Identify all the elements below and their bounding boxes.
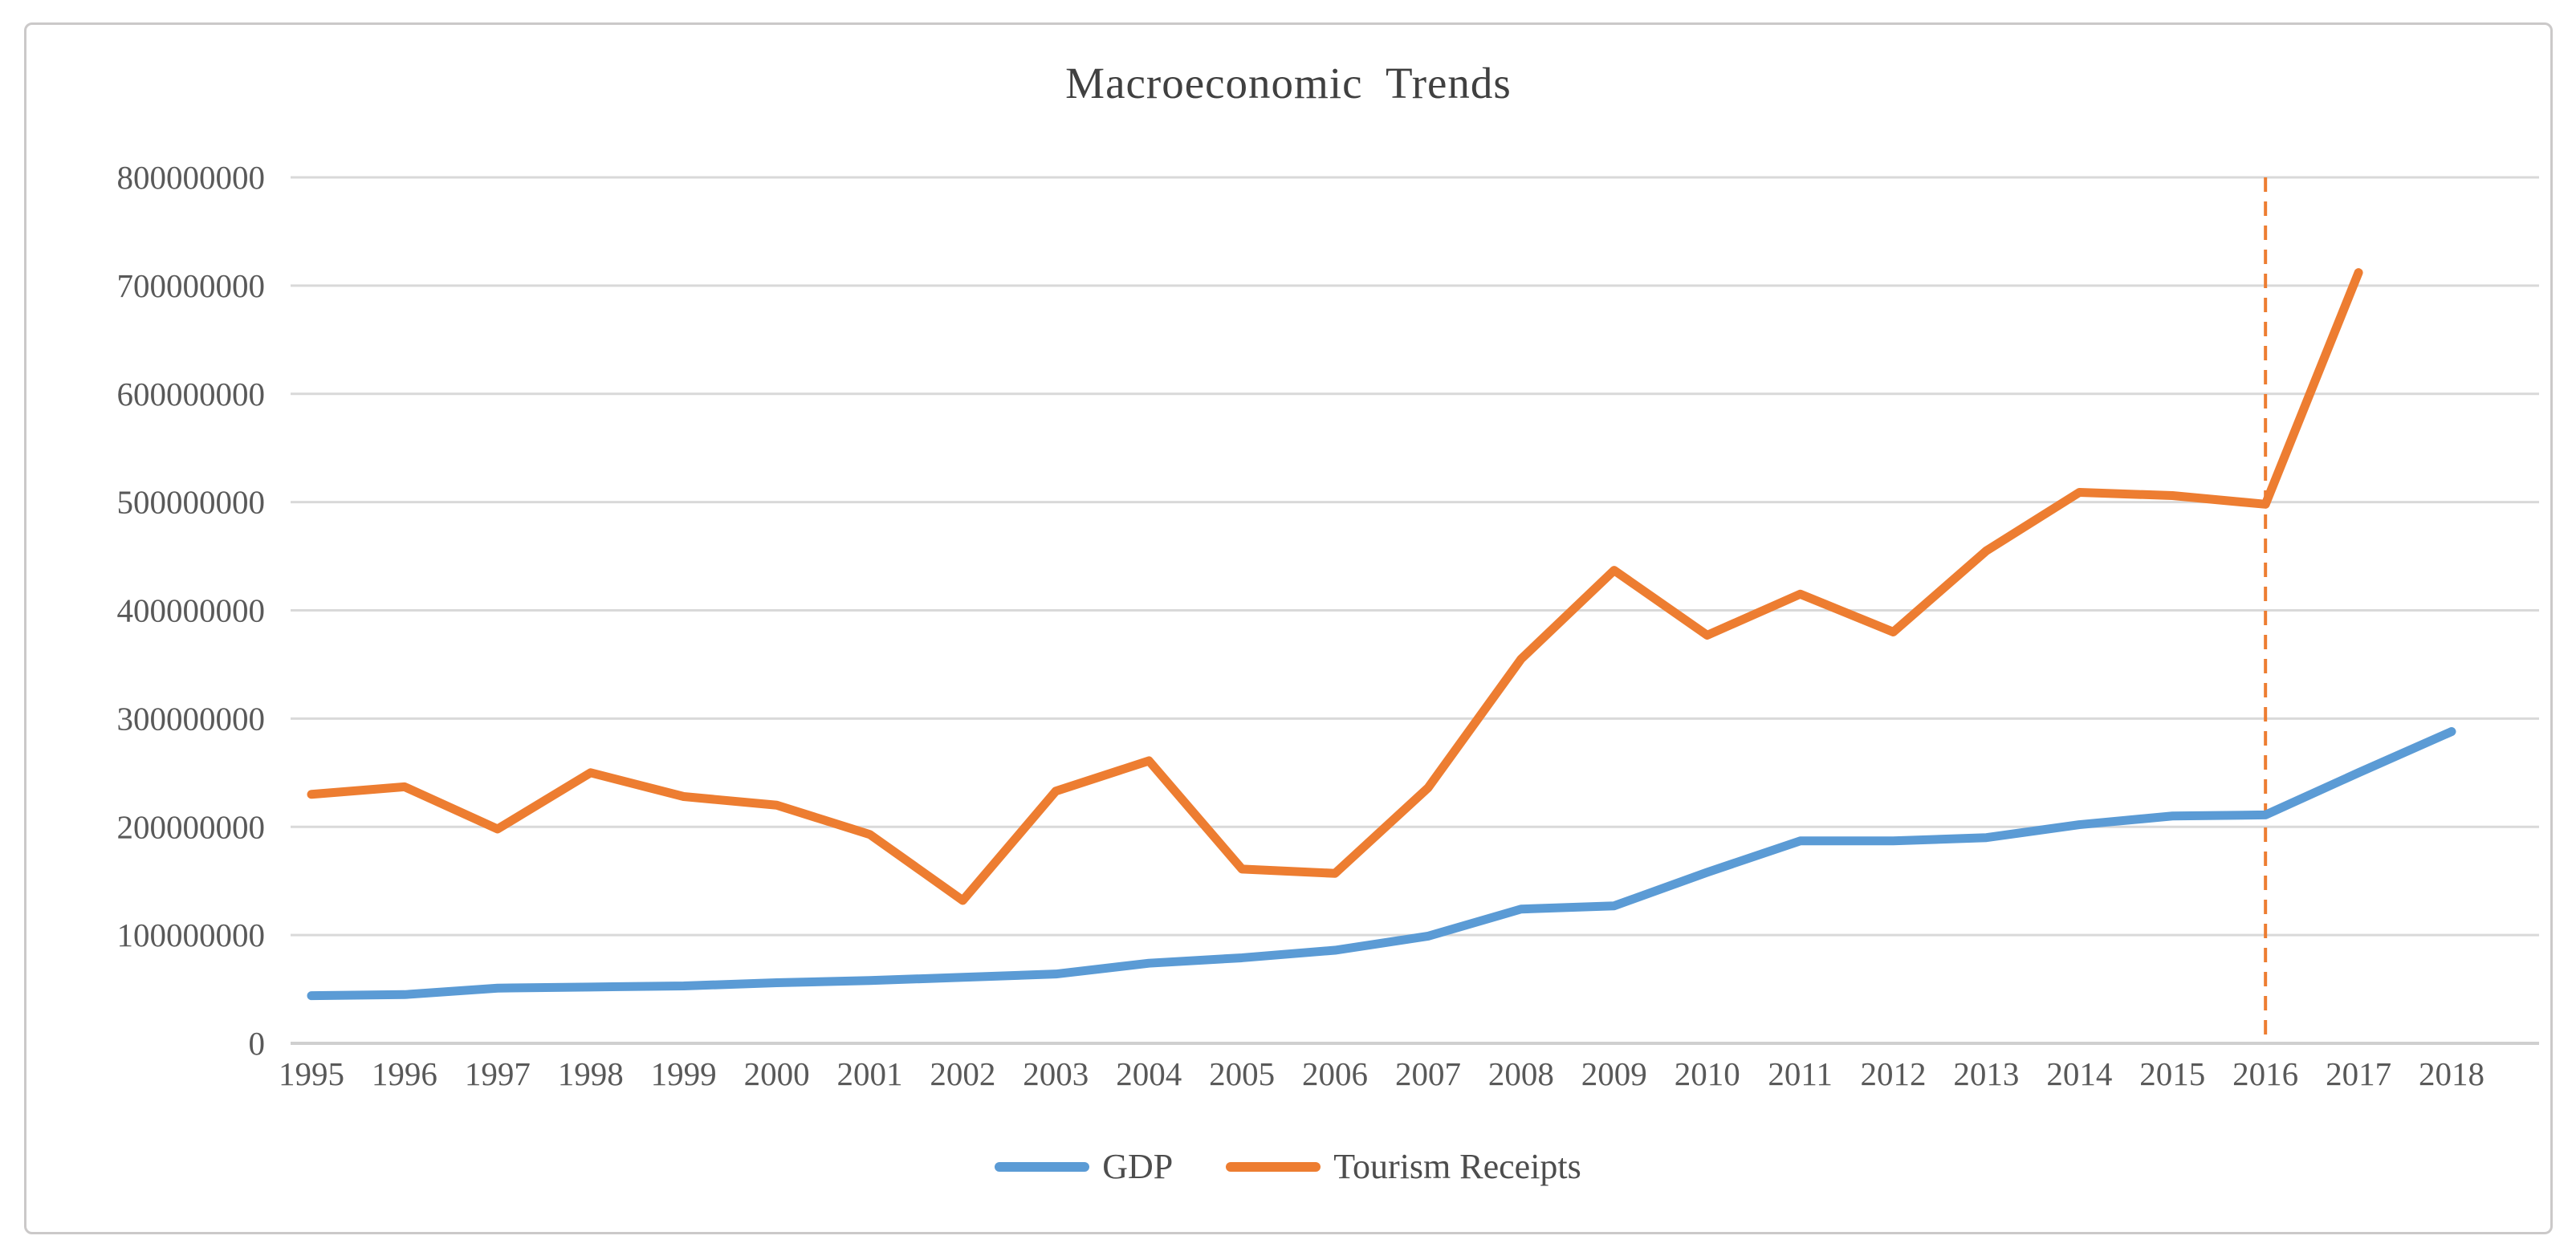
x-tick-label-2009: 2009 xyxy=(1581,1055,1647,1092)
x-tick-label-2013: 2013 xyxy=(1953,1055,2019,1092)
y-tick-label-500000000: 500000000 xyxy=(117,484,266,521)
x-tick-label-2016: 2016 xyxy=(2232,1055,2298,1092)
y-tick-label-400000000: 400000000 xyxy=(117,592,266,629)
y-tick-label-800000000: 800000000 xyxy=(117,159,266,196)
legend-item-gdp: GDP xyxy=(995,1146,1173,1187)
y-tick-label-700000000: 700000000 xyxy=(117,267,266,304)
x-tick-label-2001: 2001 xyxy=(836,1055,902,1092)
legend-item-tourism-receipts: Tourism Receipts xyxy=(1226,1146,1581,1187)
chart-border xyxy=(24,22,2553,1234)
x-tick-label-1997: 1997 xyxy=(465,1055,531,1092)
x-tick-label-2008: 2008 xyxy=(1488,1055,1554,1092)
x-tick-label-2017: 2017 xyxy=(2326,1055,2391,1092)
x-tick-label-2010: 2010 xyxy=(1675,1055,1740,1092)
y-tick-label-0: 0 xyxy=(249,1025,266,1062)
x-tick-label-2018: 2018 xyxy=(2419,1055,2484,1092)
x-tick-label-2015: 2015 xyxy=(2139,1055,2205,1092)
tourism-receipts-line-swatch xyxy=(1226,1161,1321,1172)
chart-title: Macroeconomic Trends xyxy=(1065,59,1512,108)
y-tick-label-300000000: 300000000 xyxy=(117,700,266,737)
series-line-tourism-receipts xyxy=(307,268,2363,905)
legend-label-gdp: GDP xyxy=(1102,1147,1174,1186)
x-tick-label-2000: 2000 xyxy=(744,1055,810,1092)
x-tick-label-1999: 1999 xyxy=(651,1055,717,1092)
x-tick-label-2003: 2003 xyxy=(1023,1055,1089,1092)
x-tick-label-2014: 2014 xyxy=(2046,1055,2112,1092)
y-tick-label-100000000: 100000000 xyxy=(117,917,266,953)
legend: GDP Tourism Receipts xyxy=(0,1146,2576,1187)
legend-label-tourism-receipts: Tourism Receipts xyxy=(1333,1147,1581,1186)
x-tick-label-2006: 2006 xyxy=(1302,1055,1368,1092)
x-tick-label-2002: 2002 xyxy=(930,1055,995,1092)
x-tick-label-2004: 2004 xyxy=(1116,1055,1182,1092)
series-line-gdp xyxy=(307,727,2456,1001)
x-tick-label-2007: 2007 xyxy=(1395,1055,1461,1092)
x-tick-label-1996: 1996 xyxy=(372,1055,437,1092)
x-tick-label-2011: 2011 xyxy=(1768,1055,1832,1092)
x-tick-label-1995: 1995 xyxy=(279,1055,344,1092)
gdp-line-swatch xyxy=(995,1161,1090,1172)
x-tick-label-1998: 1998 xyxy=(558,1055,624,1092)
y-tick-label-600000000: 600000000 xyxy=(117,376,266,413)
x-tick-label-2005: 2005 xyxy=(1209,1055,1275,1092)
y-tick-label-200000000: 200000000 xyxy=(117,808,266,845)
x-tick-label-2012: 2012 xyxy=(1861,1055,1927,1092)
